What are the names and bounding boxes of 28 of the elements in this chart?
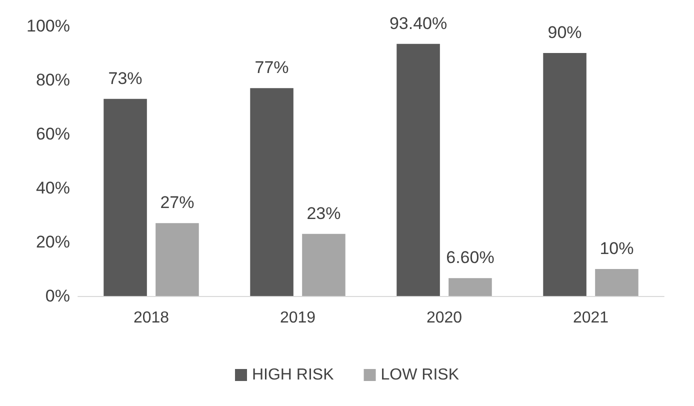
y-tick-label: 100%: [26, 16, 70, 36]
y-tick-label: 40%: [36, 178, 70, 198]
legend-label: LOW RISK: [380, 366, 460, 384]
data-label: 23%: [306, 204, 341, 223]
data-label: 6.60%: [446, 248, 494, 268]
y-tick-label: 80%: [36, 70, 70, 90]
data-label: 93.40%: [389, 14, 448, 33]
x-tick-label: 2021: [572, 310, 609, 326]
data-label: 27%: [160, 193, 194, 212]
bar: [302, 234, 346, 296]
x-tick-label: 2019: [280, 310, 316, 326]
bar: [396, 44, 440, 296]
y-tick-label: 60%: [36, 124, 70, 144]
data-label: 10%: [600, 239, 634, 258]
bar: [250, 88, 294, 296]
x-tick-label: 2020: [426, 310, 462, 326]
data-label: 73%: [108, 68, 142, 88]
data-label: 90%: [548, 23, 582, 42]
data-label: 77%: [254, 58, 289, 78]
y-tick-label: 0%: [45, 286, 70, 306]
bar: [104, 98, 147, 296]
bar: [595, 269, 638, 296]
x-tick-label: 2018: [133, 310, 170, 326]
bar: [543, 53, 586, 296]
y-tick-label: 20%: [36, 232, 70, 252]
bar: [156, 223, 199, 296]
legend-label: HIGH RISK: [252, 366, 334, 384]
bar: [448, 278, 492, 296]
